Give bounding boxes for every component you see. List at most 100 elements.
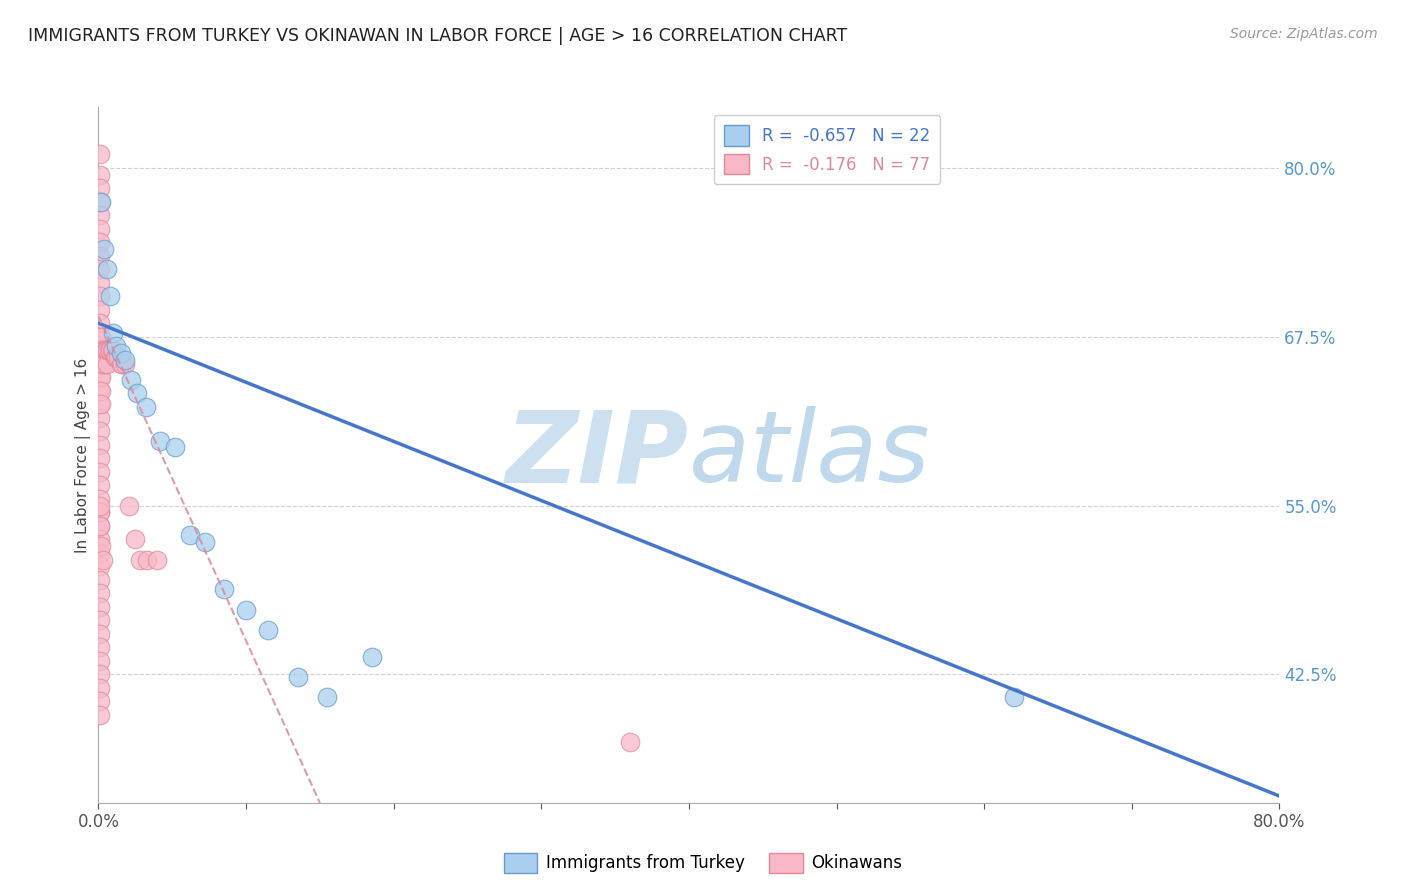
Point	[136, 552, 159, 566]
Point	[105, 350, 128, 364]
Point	[89, 681, 111, 695]
Point	[114, 352, 136, 367]
Point	[89, 235, 111, 249]
Text: Source: ZipAtlas.com: Source: ZipAtlas.com	[1230, 27, 1378, 41]
Point	[360, 649, 382, 664]
Point	[89, 181, 111, 195]
Point	[97, 343, 120, 358]
Point	[89, 249, 111, 263]
Point	[89, 343, 111, 358]
Point	[89, 208, 111, 222]
Point	[90, 357, 112, 371]
Point	[235, 602, 257, 616]
Point	[118, 499, 141, 513]
Point	[89, 384, 111, 398]
Point	[94, 343, 117, 358]
Point	[90, 343, 112, 358]
Point	[105, 339, 128, 353]
Point	[89, 302, 111, 317]
Point	[93, 242, 115, 256]
Text: ZIP: ZIP	[506, 407, 689, 503]
Point	[89, 627, 111, 641]
Point	[619, 735, 641, 749]
Point	[146, 552, 169, 566]
Point	[107, 350, 129, 364]
Point	[96, 262, 118, 277]
Point	[98, 343, 121, 358]
Point	[90, 370, 112, 384]
Point	[287, 670, 309, 684]
Point	[1002, 690, 1025, 705]
Point	[90, 539, 112, 553]
Point	[89, 599, 111, 614]
Point	[89, 546, 111, 560]
Point	[89, 694, 111, 708]
Point	[89, 559, 111, 574]
Point	[135, 400, 157, 414]
Point	[89, 519, 111, 533]
Point	[111, 357, 134, 371]
Point	[91, 552, 114, 566]
Point	[90, 329, 112, 343]
Point	[89, 654, 111, 668]
Point	[110, 357, 132, 371]
Point	[89, 194, 111, 209]
Point	[91, 343, 114, 358]
Point	[165, 441, 187, 455]
Point	[103, 343, 125, 358]
Point	[89, 370, 111, 384]
Point	[89, 708, 111, 723]
Point	[89, 168, 111, 182]
Point	[91, 357, 114, 371]
Point	[89, 438, 111, 452]
Point	[104, 350, 127, 364]
Point	[89, 499, 111, 513]
Point	[124, 533, 146, 547]
Point	[103, 326, 125, 340]
Point	[96, 343, 118, 358]
Point	[89, 221, 111, 235]
Point	[128, 552, 150, 566]
Point	[149, 434, 172, 448]
Point	[89, 491, 111, 506]
Point	[89, 262, 111, 277]
Point	[90, 397, 112, 411]
Point	[89, 573, 111, 587]
Point	[89, 505, 111, 519]
Point	[114, 357, 136, 371]
Text: atlas: atlas	[689, 407, 931, 503]
Point	[90, 194, 112, 209]
Point	[89, 505, 111, 519]
Point	[89, 478, 111, 492]
Y-axis label: In Labor Force | Age > 16: In Labor Force | Age > 16	[76, 358, 91, 552]
Point	[179, 528, 201, 542]
Point	[212, 582, 235, 597]
Point	[89, 147, 111, 161]
Point	[89, 533, 111, 547]
Point	[89, 289, 111, 303]
Point	[89, 667, 111, 681]
Point	[89, 451, 111, 466]
Legend: Immigrants from Turkey, Okinawans: Immigrants from Turkey, Okinawans	[498, 847, 908, 880]
Point	[89, 586, 111, 600]
Point	[257, 623, 280, 637]
Point	[89, 465, 111, 479]
Point	[110, 346, 132, 360]
Point	[89, 640, 111, 655]
Point	[89, 316, 111, 330]
Point	[96, 357, 118, 371]
Point	[89, 357, 111, 371]
Point	[120, 373, 142, 387]
Point	[89, 329, 111, 343]
Legend: R =  -0.657   N = 22, R =  -0.176   N = 77: R = -0.657 N = 22, R = -0.176 N = 77	[714, 115, 941, 185]
Text: IMMIGRANTS FROM TURKEY VS OKINAWAN IN LABOR FORCE | AGE > 16 CORRELATION CHART: IMMIGRANTS FROM TURKEY VS OKINAWAN IN LA…	[28, 27, 848, 45]
Point	[89, 424, 111, 438]
Point	[89, 329, 111, 343]
Point	[194, 535, 217, 549]
Point	[316, 690, 339, 705]
Point	[125, 386, 148, 401]
Point	[93, 343, 115, 358]
Point	[93, 357, 115, 371]
Point	[98, 289, 121, 303]
Point	[90, 384, 112, 398]
